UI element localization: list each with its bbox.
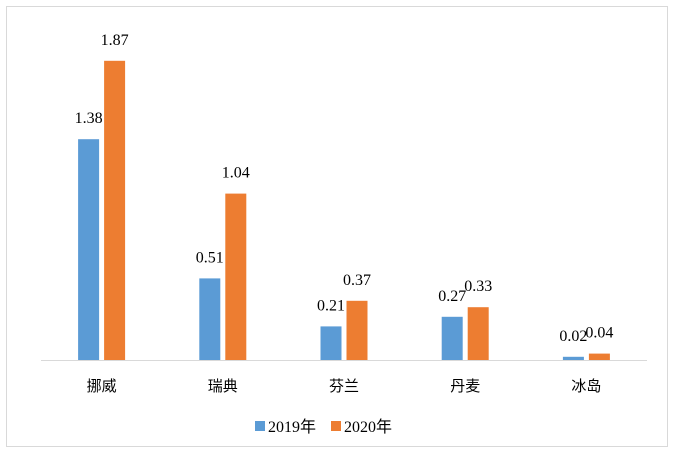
category-label-1: 瑞典 bbox=[208, 377, 238, 395]
data-label-series2-1: 1.04 bbox=[222, 165, 250, 182]
chart-frame: 1.38 1.87 0.51 1.04 0.21 0.37 0.27 0.33 0.02 0.04… bbox=[6, 6, 668, 447]
data-label-series1-3: 0.27 bbox=[438, 288, 466, 305]
legend-label-1: 2019年 bbox=[268, 418, 316, 436]
legend-label-2: 2020年 bbox=[344, 418, 392, 436]
bar-series1-2 bbox=[320, 326, 342, 360]
bar-series2-1 bbox=[225, 193, 247, 360]
legend-swatch-1 bbox=[255, 421, 265, 431]
data-label-series1-0: 1.38 bbox=[75, 110, 103, 127]
legend: 2019年 2020年 bbox=[255, 418, 392, 436]
bar-series2-0 bbox=[104, 60, 126, 361]
data-label-series2-0: 1.87 bbox=[101, 32, 129, 49]
legend-swatch-2 bbox=[331, 421, 341, 431]
data-label-series1-2: 0.21 bbox=[317, 297, 345, 314]
data-label-series1-1: 0.51 bbox=[196, 249, 224, 266]
category-label-2: 芬兰 bbox=[329, 377, 359, 395]
bar-series2-2 bbox=[346, 300, 368, 360]
bars-layer bbox=[78, 60, 610, 361]
category-labels-layer: 挪威 瑞典 芬兰 丹麦 冰岛 bbox=[87, 377, 602, 395]
category-label-4: 冰岛 bbox=[571, 377, 601, 395]
bar-series2-4 bbox=[588, 353, 610, 360]
bar-series1-0 bbox=[78, 139, 100, 360]
bar-chart: 1.38 1.87 0.51 1.04 0.21 0.37 0.270.33 0.020.04… bbox=[41, 32, 647, 436]
bar-series2-3 bbox=[467, 307, 489, 360]
category-label-0: 挪威 bbox=[87, 377, 117, 395]
bar-series1-4 bbox=[562, 356, 584, 360]
category-label-3: 丹麦 bbox=[450, 377, 480, 395]
bar-series1-1 bbox=[199, 278, 221, 360]
data-label-series2-2: 0.37 bbox=[343, 272, 371, 289]
data-label-series1-4: 0.02 bbox=[559, 328, 587, 345]
bar-series1-3 bbox=[441, 316, 463, 360]
data-label-series2-3: 0.33 bbox=[464, 278, 492, 295]
data-label-series2-4: 0.04 bbox=[585, 325, 613, 342]
value-labels-layer: 1.38 1.87 0.51 1.04 0.21 0.37 0.270.33 0.020.04 bbox=[75, 32, 614, 345]
